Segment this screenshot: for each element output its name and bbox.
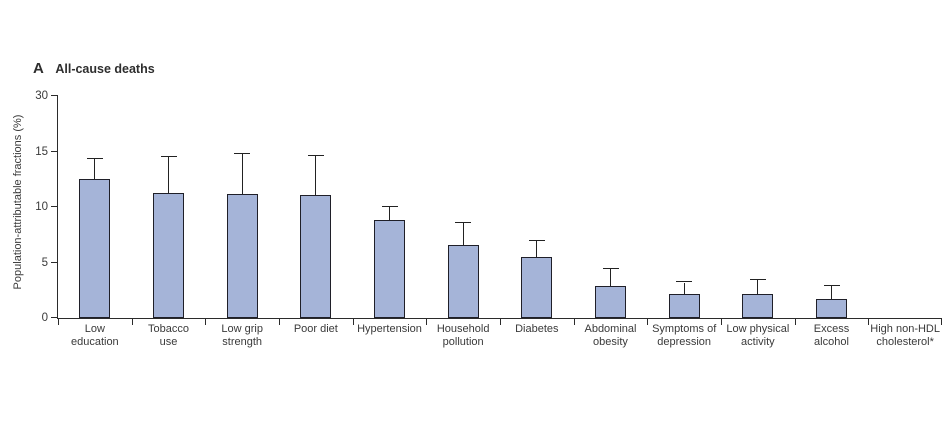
error-bar-cap bbox=[528, 240, 545, 242]
x-tick bbox=[573, 318, 575, 325]
bar bbox=[79, 179, 111, 318]
error-bar-whisker bbox=[831, 285, 832, 300]
bar bbox=[816, 299, 847, 318]
category-label: Tobacco use bbox=[147, 323, 189, 348]
error-bar-cap bbox=[86, 158, 103, 160]
error-bar-cap bbox=[602, 268, 619, 270]
category-label: Low physical activity bbox=[726, 323, 790, 348]
category-label: Household pollution bbox=[436, 323, 490, 348]
error-bar-whisker bbox=[315, 155, 317, 195]
category-label: Excess alcohol bbox=[813, 323, 850, 348]
x-tick bbox=[721, 318, 722, 325]
y-axis-label: Population-attributable fractions (%) bbox=[12, 114, 24, 290]
category-label: High non-HDL cholesterol* bbox=[870, 323, 940, 348]
error-bar-cap bbox=[160, 156, 177, 158]
category-label: Diabetes bbox=[515, 323, 559, 335]
bar bbox=[374, 220, 405, 318]
panel-letter: A bbox=[33, 60, 45, 77]
y-tick bbox=[51, 261, 58, 263]
category-label: Abdominal obesity bbox=[584, 323, 637, 348]
error-bar-whisker bbox=[610, 269, 611, 286]
error-bar-cap bbox=[381, 206, 398, 207]
error-bar-cap bbox=[234, 152, 251, 154]
error-bar-cap bbox=[455, 221, 472, 223]
y-tick-label: 5 bbox=[41, 256, 48, 269]
bar bbox=[300, 194, 332, 318]
error-bar-cap bbox=[823, 284, 840, 286]
y-tick bbox=[51, 150, 58, 152]
error-bar-whisker bbox=[94, 159, 96, 180]
bar bbox=[668, 293, 700, 318]
error-bar-whisker bbox=[462, 222, 464, 245]
y-tick-label: 10 bbox=[35, 201, 48, 213]
plot-area: 30 15 10 5 0 Low education Tobacco use Low grip st… bbox=[35, 90, 942, 348]
panel-title: All-cause deaths bbox=[55, 62, 155, 76]
x-tick bbox=[500, 318, 501, 325]
bar bbox=[521, 256, 553, 318]
error-bar-whisker bbox=[536, 241, 538, 257]
y-tick bbox=[51, 317, 58, 319]
x-tick bbox=[58, 318, 59, 325]
x-tick bbox=[279, 318, 280, 325]
category-label: Hypertension bbox=[357, 323, 422, 335]
bar bbox=[447, 244, 479, 318]
x-tick bbox=[868, 318, 870, 325]
y-tick-label: 30 bbox=[35, 90, 48, 102]
y-tick-label: 15 bbox=[35, 145, 48, 158]
bar bbox=[226, 193, 258, 318]
category-label: Low grip strength bbox=[221, 323, 263, 348]
error-bar-whisker bbox=[683, 282, 685, 294]
error-bar-whisker bbox=[389, 207, 390, 221]
x-tick bbox=[426, 318, 428, 325]
x-tick bbox=[205, 318, 207, 325]
x-tick bbox=[941, 318, 942, 325]
error-bar-cap bbox=[676, 281, 693, 283]
x-tick bbox=[794, 318, 796, 325]
y-tick-label: 0 bbox=[41, 312, 48, 324]
category-label: Symptoms of depression bbox=[652, 323, 717, 348]
category-label: Poor diet bbox=[293, 323, 338, 335]
bar bbox=[742, 293, 774, 318]
error-bar-whisker bbox=[241, 153, 243, 194]
bar bbox=[595, 285, 626, 318]
error-bar-cap bbox=[749, 279, 766, 281]
x-tick bbox=[131, 318, 133, 325]
error-bar-cap bbox=[307, 154, 324, 156]
panel-title-row: A All-cause deaths bbox=[33, 60, 155, 78]
category-label: Low education bbox=[70, 323, 119, 348]
y-tick bbox=[51, 95, 58, 97]
y-tick bbox=[51, 206, 58, 208]
error-bar-whisker bbox=[168, 157, 169, 193]
x-tick bbox=[352, 318, 354, 325]
x-tick bbox=[647, 318, 649, 325]
bar bbox=[153, 192, 184, 318]
error-bar-whisker bbox=[757, 280, 759, 294]
